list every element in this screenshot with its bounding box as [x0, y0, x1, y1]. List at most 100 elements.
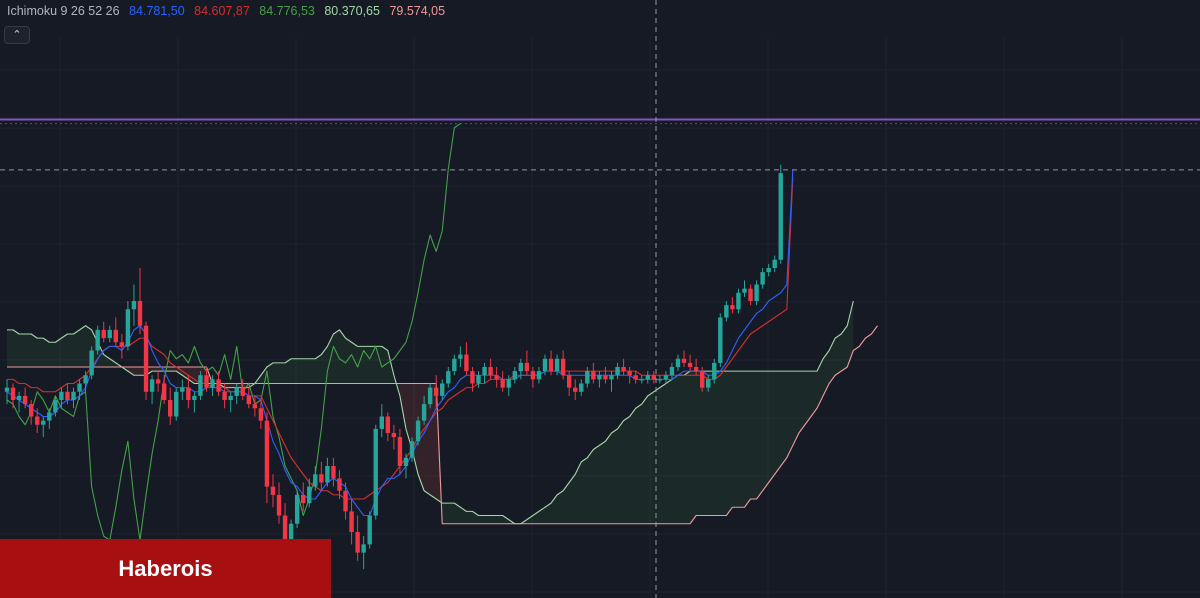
candle-down — [391, 433, 397, 438]
candle-down — [470, 371, 475, 384]
candle-down — [566, 375, 572, 388]
candle-up — [675, 358, 681, 367]
candle-down — [10, 387, 16, 400]
candle-down — [264, 420, 270, 487]
candle-up — [234, 387, 239, 396]
candle-down — [186, 387, 191, 400]
candle-up — [83, 375, 88, 384]
candle-up — [476, 375, 481, 384]
candle-down — [693, 367, 699, 372]
candle-down — [591, 371, 596, 380]
base-line-value: 84.607,87 — [194, 4, 250, 18]
candle-up — [772, 259, 777, 268]
leading-span-b-value: 79.574,05 — [389, 4, 446, 18]
candle-down — [748, 288, 753, 301]
candle-down — [155, 379, 161, 384]
candle-up — [379, 416, 384, 429]
candle-down — [343, 490, 348, 512]
candle-up — [71, 391, 76, 400]
candle-up — [421, 404, 427, 421]
candle-down — [35, 416, 40, 425]
lagging-span-line — [6, 123, 461, 541]
candle-up — [77, 383, 82, 392]
candle-up — [149, 379, 155, 392]
candle-up — [192, 395, 197, 400]
candle-down — [204, 375, 209, 388]
leading-span-b-line — [7, 325, 878, 525]
candle-down — [488, 367, 493, 376]
candle-up — [373, 428, 378, 516]
candle-down — [331, 466, 336, 479]
candle-up — [41, 420, 46, 425]
candle-up — [125, 309, 131, 347]
candle-down — [687, 362, 693, 367]
candle-down — [730, 305, 735, 310]
indicator-legend: Ichimoku 9 26 52 26 84.781,50 84.607,87 … — [7, 4, 451, 18]
candle-up — [325, 466, 330, 483]
candle-down — [633, 375, 638, 380]
candle-up — [409, 441, 415, 458]
candle-down — [137, 301, 143, 326]
candle-up — [778, 173, 783, 260]
candle-down — [216, 379, 221, 392]
candle-down — [699, 371, 705, 388]
candle-up — [669, 367, 675, 376]
candle-up — [174, 391, 179, 417]
candle-up — [645, 375, 650, 380]
candle-down — [222, 391, 227, 400]
candle-down — [161, 383, 167, 400]
kumo-cloud-bullish — [442, 301, 854, 524]
candle-down — [282, 515, 288, 553]
candle-up — [554, 358, 560, 372]
candle-up — [452, 358, 457, 372]
candle-down — [168, 400, 173, 417]
candle-down — [119, 342, 125, 347]
candle-up — [718, 317, 723, 363]
candle-down — [573, 387, 578, 392]
candle-up — [4, 387, 10, 392]
candle-down — [548, 358, 554, 372]
leading-span-a-value: 80.370,65 — [324, 4, 380, 18]
candle-up — [657, 379, 663, 381]
candle-down — [252, 404, 258, 409]
candle-up — [512, 371, 517, 380]
candle-down — [524, 362, 530, 372]
candle-down — [22, 395, 28, 405]
candle-up — [313, 474, 318, 487]
candle-down — [101, 329, 106, 339]
candle-down — [681, 358, 687, 363]
lagging-span-value: 84.776,53 — [259, 4, 315, 18]
candle-down — [355, 532, 360, 553]
candle-up — [440, 383, 445, 396]
candle-up — [579, 383, 584, 392]
candle-up — [307, 486, 312, 504]
candle-down — [319, 474, 324, 483]
candle-up — [639, 379, 644, 381]
candle-down — [276, 494, 282, 516]
candle-up — [766, 268, 771, 273]
candle-down — [337, 478, 342, 491]
candle-up — [724, 305, 729, 318]
candle-up — [458, 354, 463, 359]
candle-down — [143, 325, 149, 392]
candle-down — [258, 408, 264, 421]
candle-up — [131, 301, 137, 310]
candle-down — [65, 391, 70, 400]
candle-up — [482, 367, 487, 376]
candle-up — [89, 350, 94, 376]
indicator-name: Ichimoku 9 26 52 26 — [7, 4, 120, 18]
kumo-cloud-bullish — [212, 383, 225, 388]
collapse-legend-button[interactable]: ⌃ — [4, 26, 30, 44]
candle-down — [301, 494, 306, 504]
watermark-text: Haberois — [118, 555, 213, 581]
candle-up — [585, 371, 590, 384]
candle-up — [760, 272, 765, 285]
candle-down — [113, 329, 119, 343]
candle-down — [349, 511, 354, 532]
candle-up — [16, 395, 22, 400]
candle-up — [53, 400, 58, 413]
candle-down — [627, 371, 632, 376]
candle-up — [59, 391, 64, 400]
watermark-banner: Haberois — [0, 539, 331, 598]
